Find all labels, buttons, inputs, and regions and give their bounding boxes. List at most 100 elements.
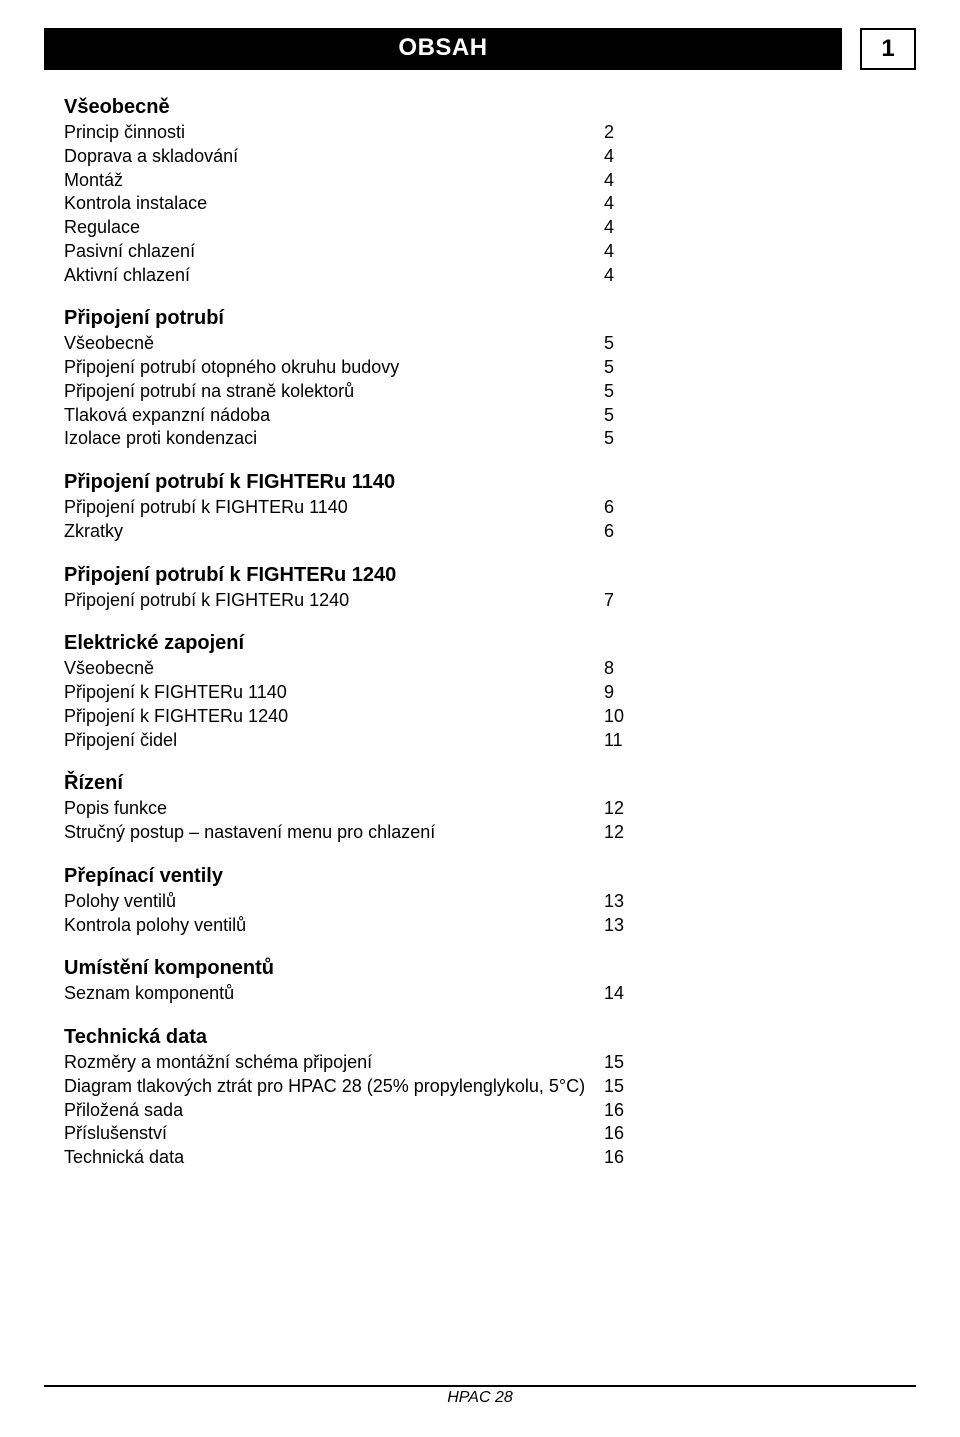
toc-item-page: 4 [604,145,644,169]
toc-item-page: 5 [604,380,644,404]
toc-item-label: Tlaková expanzní nádoba [64,404,604,428]
toc-item-page: 15 [604,1051,644,1075]
toc-row: Rozměry a montážní schéma připojení15 [64,1051,704,1075]
header-page-number: 1 [860,28,916,70]
toc-item-page: 5 [604,427,644,451]
toc-row: Doprava a skladování4 [64,145,704,169]
toc-row: Popis funkce12 [64,797,704,821]
section-title: Umístění komponentů [64,957,704,980]
toc-row: Připojení potrubí na straně kolektorů5 [64,380,704,404]
toc-item-page: 9 [604,681,644,705]
toc-row: Aktivní chlazení4 [64,264,704,288]
toc-content: VšeobecněPrincip činnosti2Doprava a skla… [64,96,704,1170]
toc-row: Montáž4 [64,169,704,193]
toc-item-label: Příslušenství [64,1122,604,1146]
toc-item-page: 2 [604,121,644,145]
page-header: OBSAH 1 [44,28,916,70]
toc-item-label: Kontrola polohy ventilů [64,914,604,938]
toc-row: Připojení čidel11 [64,729,704,753]
toc-item-page: 15 [604,1075,644,1099]
toc-row: Všeobecně5 [64,332,704,356]
toc-item-page: 12 [604,797,644,821]
toc-item-page: 12 [604,821,644,845]
toc-item-page: 5 [604,404,644,428]
toc-row: Technická data16 [64,1146,704,1170]
section-title: Připojení potrubí [64,307,704,330]
toc-item-page: 4 [604,240,644,264]
section-title: Přepínací ventily [64,865,704,888]
toc-row: Izolace proti kondenzaci5 [64,427,704,451]
toc-item-label: Izolace proti kondenzaci [64,427,604,451]
section-title: Řízení [64,772,704,795]
toc-row: Připojení potrubí k FIGHTERu 12407 [64,589,704,613]
footer-rule: HPAC 28 [44,1385,916,1407]
toc-row: Připojení potrubí k FIGHTERu 11406 [64,496,704,520]
toc-row: Příslušenství16 [64,1122,704,1146]
toc-row: Všeobecně8 [64,657,704,681]
toc-row: Kontrola instalace4 [64,192,704,216]
toc-item-page: 4 [604,192,644,216]
toc-item-page: 6 [604,496,644,520]
toc-row: Připojení k FIGHTERu 124010 [64,705,704,729]
toc-item-label: Pasivní chlazení [64,240,604,264]
toc-item-label: Připojení k FIGHTERu 1140 [64,681,604,705]
toc-item-label: Doprava a skladování [64,145,604,169]
toc-item-page: 5 [604,332,644,356]
toc-item-page: 10 [604,705,644,729]
toc-row: Tlaková expanzní nádoba5 [64,404,704,428]
toc-item-label: Regulace [64,216,604,240]
toc-item-page: 16 [604,1146,644,1170]
toc-item-label: Princip činnosti [64,121,604,145]
header-title: OBSAH [44,28,842,70]
toc-item-label: Technická data [64,1146,604,1170]
toc-item-page: 4 [604,169,644,193]
toc-item-label: Polohy ventilů [64,890,604,914]
toc-item-label: Stručný postup – nastavení menu pro chla… [64,821,604,845]
toc-item-page: 6 [604,520,644,544]
toc-item-page: 16 [604,1099,644,1123]
toc-item-label: Připojení k FIGHTERu 1240 [64,705,604,729]
toc-item-label: Rozměry a montážní schéma připojení [64,1051,604,1075]
toc-row: Připojení potrubí otopného okruhu budovy… [64,356,704,380]
toc-item-page: 5 [604,356,644,380]
toc-row: Pasivní chlazení4 [64,240,704,264]
toc-row: Připojení k FIGHTERu 11409 [64,681,704,705]
toc-item-page: 4 [604,216,644,240]
toc-item-label: Aktivní chlazení [64,264,604,288]
section-title: Elektrické zapojení [64,632,704,655]
section-title: Všeobecně [64,96,704,119]
section-title: Připojení potrubí k FIGHTERu 1240 [64,564,704,587]
page-footer: HPAC 28 [0,1385,960,1407]
toc-row: Kontrola polohy ventilů13 [64,914,704,938]
footer-label: HPAC 28 [447,1389,513,1407]
toc-item-label: Zkratky [64,520,604,544]
toc-item-page: 8 [604,657,644,681]
toc-item-label: Diagram tlakových ztrát pro HPAC 28 (25%… [64,1075,604,1099]
toc-item-label: Všeobecně [64,657,604,681]
toc-item-label: Všeobecně [64,332,604,356]
toc-item-label: Kontrola instalace [64,192,604,216]
toc-item-label: Připojení čidel [64,729,604,753]
toc-row: Princip činnosti2 [64,121,704,145]
toc-row: Diagram tlakových ztrát pro HPAC 28 (25%… [64,1075,704,1099]
toc-item-label: Připojení potrubí k FIGHTERu 1140 [64,496,604,520]
toc-item-page: 13 [604,914,644,938]
toc-item-label: Seznam komponentů [64,982,604,1006]
toc-row: Regulace4 [64,216,704,240]
section-title: Technická data [64,1026,704,1049]
toc-item-page: 16 [604,1122,644,1146]
header-gap [842,28,860,70]
toc-item-page: 7 [604,589,644,613]
toc-item-page: 4 [604,264,644,288]
toc-item-label: Montáž [64,169,604,193]
toc-row: Polohy ventilů13 [64,890,704,914]
toc-item-page: 11 [604,729,644,753]
toc-item-label: Popis funkce [64,797,604,821]
toc-item-label: Připojení potrubí k FIGHTERu 1240 [64,589,604,613]
toc-row: Zkratky6 [64,520,704,544]
toc-item-label: Připojení potrubí otopného okruhu budovy [64,356,604,380]
toc-row: Seznam komponentů14 [64,982,704,1006]
toc-row: Stručný postup – nastavení menu pro chla… [64,821,704,845]
toc-item-label: Připojení potrubí na straně kolektorů [64,380,604,404]
section-title: Připojení potrubí k FIGHTERu 1140 [64,471,704,494]
